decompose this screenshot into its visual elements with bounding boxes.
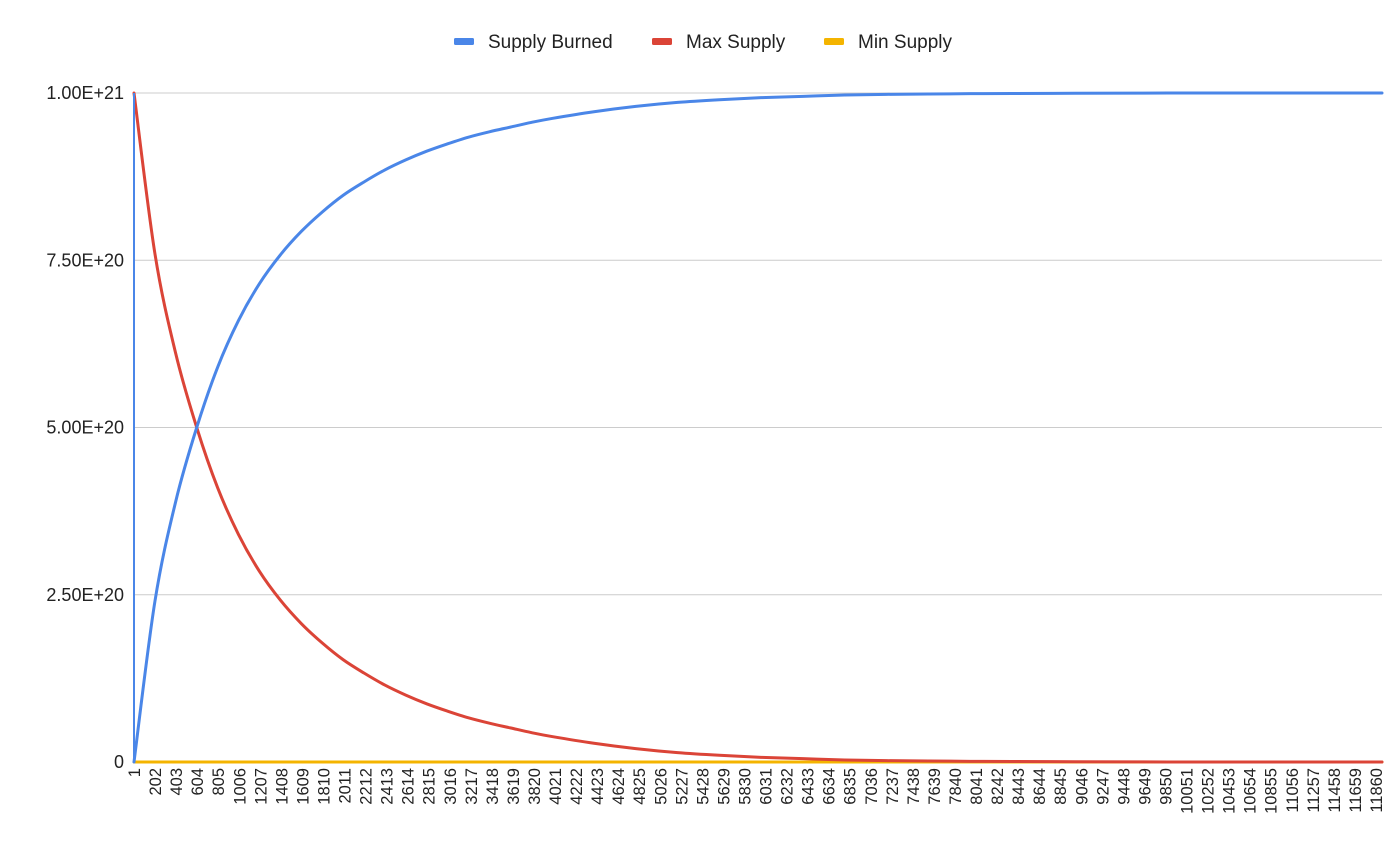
x-tick-label: 1 [126, 768, 144, 777]
x-tick-label: 9448 [1115, 768, 1133, 805]
x-tick-label: 11056 [1284, 768, 1302, 813]
x-tick-label: 8443 [1010, 768, 1028, 805]
x-tick-label: 5026 [652, 768, 670, 805]
x-tick-label: 11257 [1305, 768, 1323, 813]
x-tick-label: 9649 [1136, 768, 1154, 805]
x-tick-label: 6835 [842, 768, 860, 805]
x-tick-label: 6031 [758, 768, 776, 805]
x-tick-label: 2011 [337, 768, 355, 803]
x-tick-label: 5830 [736, 768, 754, 805]
x-tick-label: 1609 [294, 768, 312, 805]
x-tick-label: 4825 [631, 768, 649, 805]
x-tick-label: 9046 [1073, 768, 1091, 805]
x-tick-label: 7237 [884, 768, 902, 805]
x-tick-label: 9247 [1094, 768, 1112, 805]
legend: Supply Burned Max Supply Min Supply [454, 32, 952, 53]
x-tick-label: 1006 [231, 768, 249, 805]
x-tick-label: 8041 [968, 768, 986, 805]
x-tick-label: 7639 [926, 768, 944, 805]
y-tick-label: 1.00E+21 [46, 83, 124, 103]
x-tick-label: 6433 [800, 768, 818, 805]
legend-item-max-supply[interactable]: Max Supply [652, 32, 786, 53]
gridlines [134, 92, 1382, 763]
legend-label: Max Supply [686, 32, 786, 53]
x-tick-label: 5629 [715, 768, 733, 805]
legend-label: Supply Burned [488, 32, 613, 53]
x-tick-label: 9850 [1157, 768, 1175, 805]
x-tick-label: 7438 [905, 768, 923, 805]
x-tick-label: 2815 [421, 768, 439, 805]
x-axis-tick-labels: 1 202 403 604 805 1006 1207 1408 1609 1810 2011 221… [126, 768, 1386, 814]
x-tick-label: 202 [147, 768, 165, 796]
series-lines [132, 91, 1384, 764]
x-tick-label: 2614 [400, 768, 418, 805]
x-tick-label: 8242 [989, 768, 1007, 805]
x-tick-label: 1408 [273, 768, 291, 805]
x-tick-label: 10855 [1263, 768, 1281, 814]
x-tick-label: 10453 [1221, 768, 1239, 814]
x-tick-label: 5428 [694, 768, 712, 805]
legend-item-min-supply[interactable]: Min Supply [824, 32, 952, 53]
x-tick-label: 3820 [526, 768, 544, 805]
x-tick-label: 10252 [1200, 768, 1218, 814]
x-tick-label: 805 [210, 768, 228, 796]
y-tick-label: 0 [114, 752, 124, 772]
x-tick-label: 1810 [315, 768, 333, 805]
x-tick-label: 7840 [947, 768, 965, 805]
x-tick-label: 11860 [1368, 768, 1386, 813]
x-tick-label: 1207 [252, 768, 270, 805]
x-tick-label: 6634 [821, 768, 839, 805]
x-tick-label: 8845 [1052, 768, 1070, 805]
x-tick-label: 3619 [505, 768, 523, 805]
x-tick-label: 11458 [1326, 768, 1344, 813]
series-line-max-supply [132, 91, 1384, 764]
x-tick-label: 4222 [568, 768, 586, 805]
y-axis-tick-labels: 0 2.50E+20 5.00E+20 7.50E+20 1.00E+21 [46, 83, 124, 772]
x-tick-label: 5227 [673, 768, 691, 805]
legend-label: Min Supply [858, 32, 952, 53]
x-tick-label: 10051 [1179, 768, 1197, 814]
legend-swatch [824, 38, 844, 45]
y-tick-label: 2.50E+20 [46, 585, 124, 605]
x-tick-label: 4624 [610, 768, 628, 805]
x-tick-label: 7036 [863, 768, 881, 805]
x-tick-label: 3016 [442, 768, 460, 805]
x-tick-label: 4423 [589, 768, 607, 805]
x-tick-label: 3418 [484, 768, 502, 805]
x-tick-label: 4021 [547, 768, 565, 805]
legend-item-supply-burned[interactable]: Supply Burned [454, 32, 613, 53]
y-tick-label: 7.50E+20 [46, 250, 124, 270]
x-tick-label: 10654 [1242, 768, 1260, 814]
x-tick-label: 3217 [463, 768, 481, 805]
x-tick-label: 8644 [1031, 768, 1049, 805]
x-tick-label: 2212 [358, 768, 376, 805]
x-tick-label: 6232 [779, 768, 797, 805]
y-tick-label: 5.00E+20 [46, 418, 124, 438]
series-line-supply-burned [132, 91, 1384, 764]
x-tick-label: 11659 [1347, 768, 1365, 813]
x-tick-label: 403 [168, 768, 186, 796]
legend-swatch [652, 38, 672, 45]
x-tick-label: 604 [189, 768, 207, 796]
legend-swatch [454, 38, 474, 45]
x-tick-label: 2413 [379, 768, 397, 805]
